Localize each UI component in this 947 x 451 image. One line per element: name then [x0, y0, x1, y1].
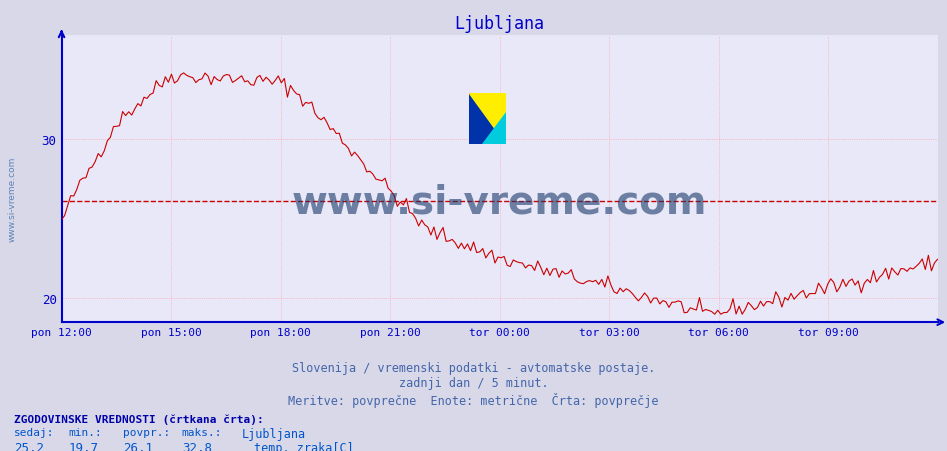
- Polygon shape: [469, 93, 506, 145]
- Text: 19,7: 19,7: [68, 441, 98, 451]
- Text: sedaj:: sedaj:: [14, 428, 55, 437]
- Text: 32,8: 32,8: [182, 441, 212, 451]
- Text: maks.:: maks.:: [182, 428, 223, 437]
- Text: www.si-vreme.com: www.si-vreme.com: [292, 183, 707, 221]
- Title: Ljubljana: Ljubljana: [455, 15, 545, 33]
- Text: www.si-vreme.com: www.si-vreme.com: [8, 156, 17, 241]
- Text: temp. zraka[C]: temp. zraka[C]: [254, 441, 353, 451]
- Polygon shape: [482, 113, 506, 145]
- Text: Ljubljana: Ljubljana: [241, 428, 306, 441]
- Text: 26,1: 26,1: [123, 441, 153, 451]
- Text: zadnji dan / 5 minut.: zadnji dan / 5 minut.: [399, 377, 548, 390]
- Text: ZGODOVINSKE VREDNOSTI (črtkana črta):: ZGODOVINSKE VREDNOSTI (črtkana črta):: [14, 414, 264, 424]
- Text: min.:: min.:: [68, 428, 102, 437]
- Text: Slovenija / vremenski podatki - avtomatske postaje.: Slovenija / vremenski podatki - avtomats…: [292, 361, 655, 374]
- Text: 25,2: 25,2: [14, 441, 45, 451]
- Polygon shape: [469, 93, 506, 145]
- Text: Meritve: povprečne  Enote: metrične  Črta: povprečje: Meritve: povprečne Enote: metrične Črta:…: [288, 392, 659, 407]
- Text: povpr.:: povpr.:: [123, 428, 170, 437]
